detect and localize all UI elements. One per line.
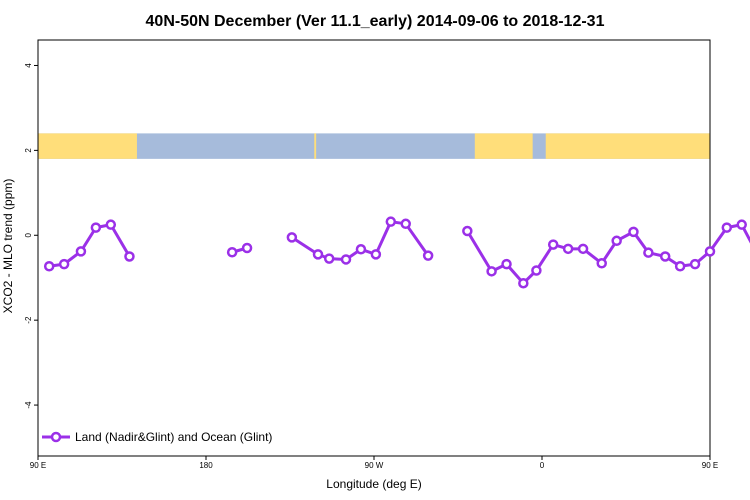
data-series [43, 216, 750, 289]
y-tick-label-2: 0 [24, 232, 33, 237]
data-point-32 [704, 246, 716, 257]
legend: Land (Nadir&Glint) and Ocean (Glint) [42, 430, 272, 444]
data-point-29 [659, 251, 671, 262]
data-point-6 [226, 246, 238, 258]
data-point-13 [370, 249, 382, 260]
x-axis-label: Longitude (deg E) [326, 477, 421, 491]
x-tick-label-1: 180 [199, 461, 213, 470]
data-point-19 [501, 258, 512, 270]
x-tick-label-3: 0 [540, 461, 545, 470]
data-point-20 [518, 277, 529, 289]
data-point-28 [643, 247, 654, 258]
legend-marker-swatch [50, 431, 62, 443]
data-point-7 [241, 242, 253, 254]
y-tick-label-1: -2 [24, 316, 33, 324]
data-point-16 [422, 250, 434, 261]
y-axis-label: XCO2 - MLO trend (ppm) [1, 179, 15, 314]
data-point-11 [340, 254, 352, 265]
data-point-31 [689, 258, 701, 270]
data-point-1 [58, 258, 70, 270]
data-point-8 [286, 232, 298, 243]
y-axis: -4 -2 0 2 4 [24, 63, 38, 409]
data-point-25 [596, 258, 607, 269]
x-tick-label-2: 90 W [365, 461, 384, 470]
y-tick-label-0: -4 [24, 401, 33, 409]
data-point-10 [323, 253, 335, 264]
data-point-22 [547, 239, 559, 250]
data-point-17 [462, 225, 473, 237]
data-point-9 [312, 249, 324, 260]
data-point-14 [385, 216, 397, 227]
data-point-34 [736, 219, 747, 230]
chart-title: 40N-50N December (Ver 11.1_early) 2014-0… [146, 13, 605, 30]
world-map-band [38, 133, 710, 159]
map-land-1 [314, 133, 317, 159]
data-point-18 [486, 266, 497, 277]
data-point-15 [400, 218, 411, 230]
data-point-4 [105, 219, 117, 230]
data-point-30 [674, 261, 686, 272]
y-tick-label-3: 2 [24, 148, 33, 153]
data-point-33 [721, 222, 733, 233]
x-axis: 90 E 180 90 W 0 90 E [30, 456, 718, 470]
data-point-3 [90, 222, 102, 233]
data-point-26 [611, 235, 622, 247]
data-point-2 [75, 246, 87, 257]
data-point-21 [531, 265, 542, 276]
x-tick-label-4: 90 E [702, 461, 718, 470]
data-point-5 [124, 251, 135, 262]
legend-label: Land (Nadir&Glint) and Ocean (Glint) [75, 430, 272, 444]
map-land-0 [38, 133, 137, 159]
data-point-23 [562, 243, 574, 255]
data-point-24 [577, 243, 589, 255]
data-point-27 [628, 226, 639, 238]
y-tick-label-4: 4 [24, 63, 33, 68]
x-tick-label-0: 90 E [30, 461, 46, 470]
map-land-2 [474, 133, 533, 159]
data-point-0 [43, 261, 55, 272]
map-land-3 [545, 133, 710, 159]
data-point-12 [355, 244, 367, 255]
